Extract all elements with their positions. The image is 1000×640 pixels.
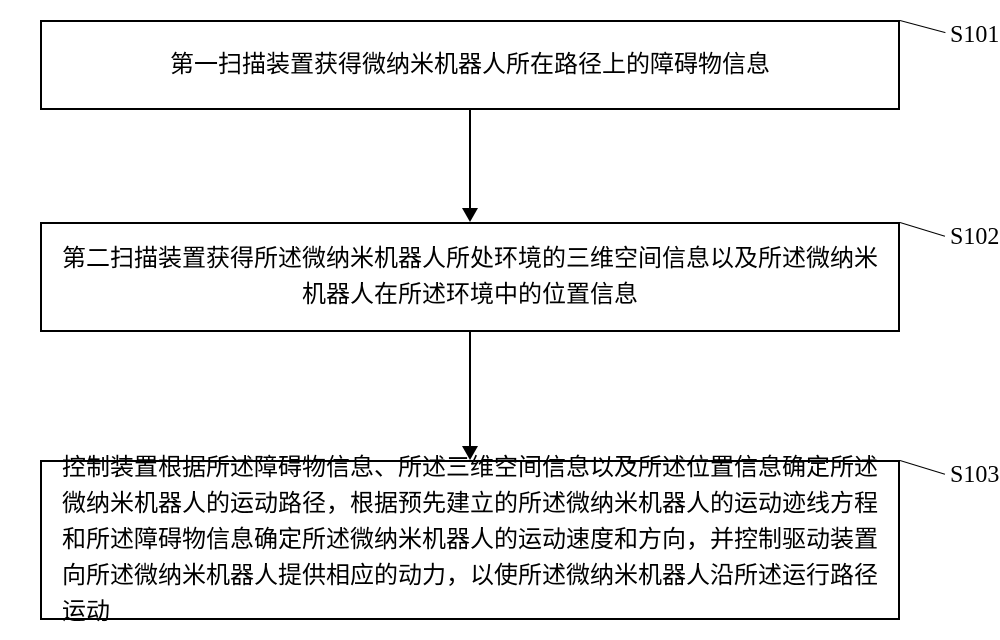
flow-step-s103-text: 控制装置根据所述障碍物信息、所述三维空间信息以及所述位置信息确定所述微纳米机器人… bbox=[62, 450, 878, 630]
leader-s102 bbox=[900, 222, 945, 237]
flow-step-s101-text: 第一扫描装置获得微纳米机器人所在路径上的障碍物信息 bbox=[170, 47, 770, 83]
flow-step-s103: 控制装置根据所述障碍物信息、所述三维空间信息以及所述位置信息确定所述微纳米机器人… bbox=[40, 460, 900, 620]
arrow-s102-s103 bbox=[462, 332, 478, 460]
leader-s103 bbox=[900, 460, 945, 475]
label-s101: S101 bbox=[950, 22, 999, 49]
label-s102: S102 bbox=[950, 224, 999, 251]
flow-step-s102: 第二扫描装置获得所述微纳米机器人所处环境的三维空间信息以及所述微纳米机器人在所述… bbox=[40, 222, 900, 332]
leader-s101 bbox=[900, 20, 946, 33]
flow-step-s101: 第一扫描装置获得微纳米机器人所在路径上的障碍物信息 bbox=[40, 20, 900, 110]
label-s103: S103 bbox=[950, 462, 999, 489]
arrow-s101-s102 bbox=[462, 110, 478, 222]
flow-step-s102-text: 第二扫描装置获得所述微纳米机器人所处环境的三维空间信息以及所述微纳米机器人在所述… bbox=[62, 241, 878, 313]
